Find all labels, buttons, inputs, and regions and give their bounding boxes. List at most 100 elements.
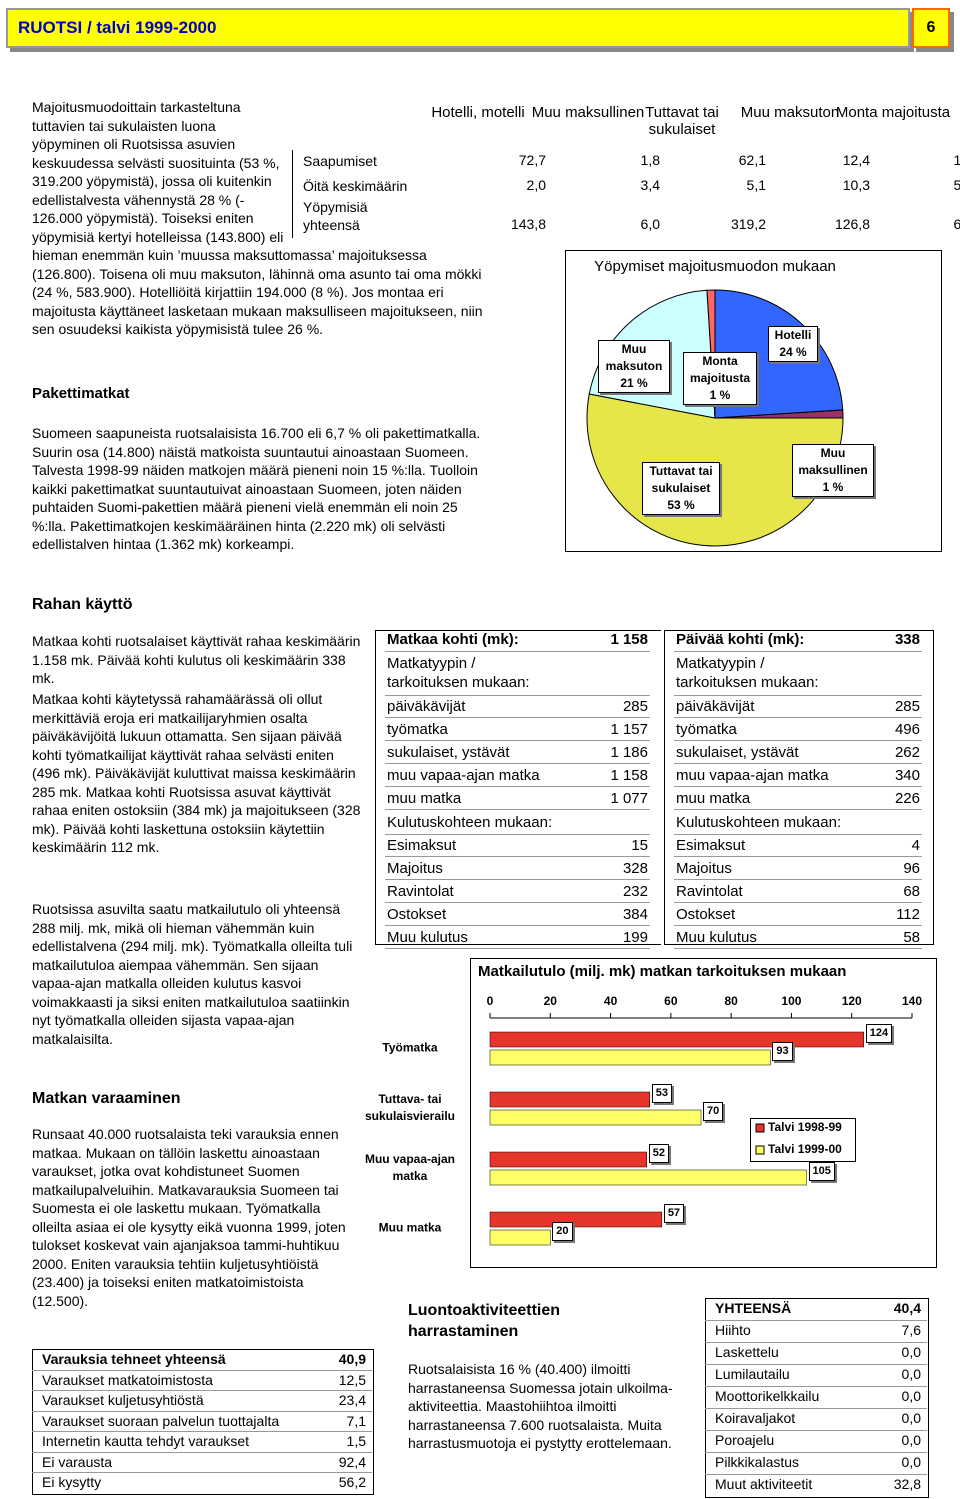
chart-title: Yöpymiset majoitusmuodon mukaan bbox=[594, 258, 836, 275]
heading: Pakettimatkat bbox=[32, 385, 130, 402]
pie-frame bbox=[565, 250, 942, 552]
legend-label: Talvi 1998-99 bbox=[768, 1120, 842, 1134]
row-label: Majoitus bbox=[676, 860, 732, 877]
row-rule bbox=[385, 834, 650, 835]
cell: 1,8 bbox=[640, 152, 660, 168]
slice-name: Monta majoitusta bbox=[689, 354, 750, 385]
row-label: Varaukset suoraan palvelun tuottajalta bbox=[42, 1412, 280, 1429]
heading: Luontoaktiviteettien harrastaminen bbox=[408, 1302, 561, 1340]
value-label: 124 bbox=[865, 1024, 893, 1043]
row-rule bbox=[385, 925, 650, 926]
row-label: Koiravaljakot bbox=[715, 1410, 796, 1426]
cell: 68 bbox=[903, 883, 920, 900]
row-rule bbox=[705, 1430, 927, 1431]
row-rule bbox=[705, 1474, 927, 1475]
row-rule bbox=[32, 1410, 372, 1412]
row-label: päiväkävijät bbox=[387, 698, 466, 715]
cell: 340 bbox=[894, 767, 920, 784]
row-label: Poroajelu bbox=[715, 1432, 775, 1448]
cell: 1 077 bbox=[610, 790, 648, 807]
slice-value: 1 % bbox=[822, 480, 844, 494]
row-rule bbox=[674, 834, 922, 835]
row-label: Varaukset kuljetusyhtiöstä bbox=[42, 1392, 204, 1408]
row-label: muu matka bbox=[387, 790, 462, 807]
cell: 4 bbox=[911, 837, 920, 854]
row-rule bbox=[674, 717, 922, 718]
cell: 10,3 bbox=[842, 177, 870, 193]
cell: 5,4 bbox=[953, 177, 960, 193]
row-label: muu vapaa-ajan matka bbox=[387, 767, 540, 784]
cell: 6,0 bbox=[640, 216, 660, 232]
row-label: Pilkkikalastus bbox=[715, 1454, 800, 1470]
cell: 328 bbox=[622, 860, 648, 877]
row-rule bbox=[674, 856, 922, 857]
cell: 7,6 bbox=[901, 1322, 921, 1338]
column-header: Hotelli, motelli bbox=[431, 104, 525, 121]
row-label: Ostokset bbox=[387, 906, 447, 923]
value-label: 93 bbox=[772, 1042, 793, 1061]
cell: 0,0 bbox=[901, 1388, 921, 1404]
slice-value: 24 % bbox=[779, 345, 807, 359]
slice-label: Muu maksuton 21 % bbox=[598, 340, 670, 393]
row-label: muu vapaa-ajan matka bbox=[676, 767, 829, 784]
cell: 12,5 bbox=[338, 1371, 366, 1388]
paragraph: Ruotsalaisista 16 % (40.400) ilmoitti ha… bbox=[408, 1361, 673, 1451]
cell: 0,0 bbox=[901, 1432, 921, 1448]
intro-text: Majoitusmuodoittain tarkasteltuna tuttav… bbox=[32, 99, 483, 337]
category-label: Muu matka bbox=[378, 1220, 442, 1235]
row-rule bbox=[705, 1408, 927, 1409]
row-rule bbox=[674, 786, 922, 787]
paragraph: Runsaat 40.000 ruotsalaista teki varauks… bbox=[32, 1126, 346, 1309]
column-header: Muu maksullinen bbox=[531, 104, 645, 121]
cell: 126,8 bbox=[834, 216, 870, 232]
row-label: Saapumiset bbox=[303, 153, 377, 169]
row-rule bbox=[705, 1364, 927, 1365]
slice-name: Hotelli bbox=[774, 328, 812, 342]
row-label: Muu kulutus bbox=[387, 929, 468, 946]
section-title: Kulutuskohteen mukaan: bbox=[676, 814, 842, 831]
row-rule bbox=[385, 651, 650, 652]
cell: 7,1 bbox=[346, 1412, 366, 1429]
row-label: sukulaiset, ystävät bbox=[387, 744, 510, 761]
cell: 15 bbox=[631, 837, 648, 854]
slice-label: Muu maksullinen 1 % bbox=[792, 444, 874, 497]
row-rule bbox=[32, 1369, 372, 1371]
legend-box bbox=[750, 1118, 856, 1162]
row-rule bbox=[674, 925, 922, 926]
slice-name: Tuttavat tai sukulaiset bbox=[649, 464, 713, 495]
row-rule bbox=[385, 856, 650, 857]
cell: 199 bbox=[622, 929, 648, 946]
row-rule bbox=[32, 1390, 372, 1391]
row-rule bbox=[385, 763, 650, 764]
cell: 0,0 bbox=[901, 1410, 921, 1426]
row-label: Moottorikelkkailu bbox=[715, 1388, 820, 1404]
row-label: Ei varausta bbox=[42, 1453, 113, 1470]
row-label: Muut aktiviteetit bbox=[715, 1476, 813, 1492]
table-header-label: Päivää kohti (mk): bbox=[676, 631, 805, 648]
header-title: RUOTSI / talvi 1999-2000 bbox=[18, 18, 217, 37]
cell: 62,1 bbox=[738, 152, 766, 168]
column-header: Tuttavat tai sukulaiset bbox=[645, 104, 719, 138]
section-title: Matkatyypin / tarkoituksen mukaan: bbox=[387, 655, 530, 691]
paragraph: Ruotsissa asuvilta saatu matkailutulo ol… bbox=[32, 901, 353, 1047]
slice-value: 1 % bbox=[709, 388, 731, 402]
row-label: Ei kysytty bbox=[42, 1474, 102, 1490]
cell: 384 bbox=[622, 906, 648, 923]
row-rule bbox=[32, 1472, 372, 1473]
cell: 0,0 bbox=[901, 1366, 921, 1382]
category-label: Tuttava- tai sukulaisvierailu bbox=[364, 1092, 456, 1123]
slice-name: Muu maksullinen bbox=[798, 446, 868, 477]
table-header-value: 1 158 bbox=[610, 631, 648, 648]
column-header: Muu maksuton bbox=[740, 104, 840, 121]
cell: 3,4 bbox=[640, 177, 660, 193]
value-label: 52 bbox=[648, 1144, 669, 1163]
row-rule bbox=[385, 695, 650, 696]
category-label: Muu vapaa-ajan matka bbox=[364, 1152, 456, 1183]
cell: 72,7 bbox=[518, 152, 546, 168]
row-label: Internetin kautta tehdyt varaukset bbox=[42, 1433, 250, 1449]
cell: 1,1 bbox=[953, 152, 960, 168]
section-title: Matkatyypin / tarkoituksen mukaan: bbox=[676, 655, 819, 691]
row-label: työmatka bbox=[387, 721, 448, 738]
slice-label: Monta majoitusta 1 % bbox=[683, 352, 757, 405]
spending-table bbox=[375, 630, 661, 945]
